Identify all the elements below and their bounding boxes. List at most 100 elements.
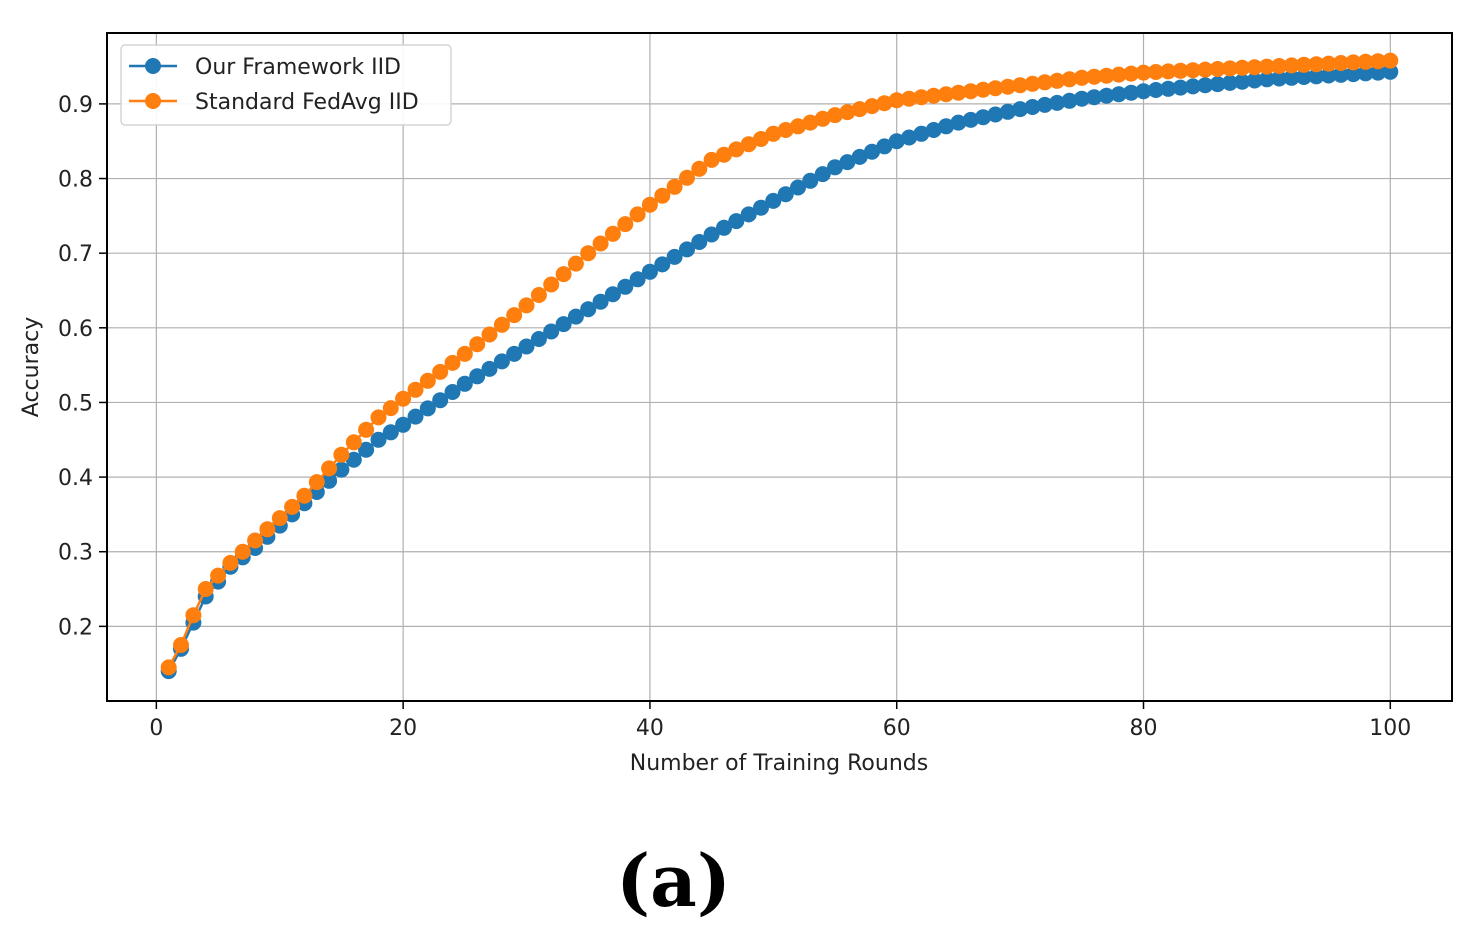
data-point	[728, 213, 745, 230]
plot-background	[107, 33, 1452, 701]
data-point	[432, 363, 449, 380]
data-point	[1320, 67, 1337, 84]
data-point	[1012, 101, 1029, 118]
data-point	[703, 151, 720, 168]
data-point	[1345, 54, 1362, 71]
data-point	[629, 271, 646, 288]
data-point	[1332, 66, 1349, 83]
data-point	[938, 86, 955, 103]
data-point	[1098, 67, 1115, 84]
data-point	[382, 424, 399, 441]
data-point	[321, 472, 338, 489]
legend-box	[120, 44, 452, 126]
data-point	[851, 148, 868, 165]
data-point	[999, 78, 1016, 95]
data-point	[1110, 66, 1127, 83]
data-point	[567, 255, 584, 272]
data-point	[641, 263, 658, 280]
y-tick-label: 0.9	[58, 93, 93, 118]
panel-label: (a)	[616, 838, 731, 923]
data-point	[1073, 69, 1090, 86]
data-point	[728, 141, 745, 158]
data-point	[1370, 64, 1386, 81]
data-point	[456, 345, 473, 362]
data-point	[1024, 99, 1041, 115]
data-point	[839, 104, 856, 121]
data-point	[629, 206, 646, 223]
data-point	[259, 521, 276, 538]
data-point	[1110, 86, 1127, 103]
data-point	[962, 111, 979, 128]
y-tick-label: 0.2	[58, 615, 93, 640]
data-point	[1271, 70, 1288, 87]
data-point	[197, 581, 214, 597]
data-point	[999, 103, 1016, 120]
y-tick-label: 0.8	[58, 168, 93, 193]
plot-frame	[106, 32, 1453, 702]
accuracy-line-chart: 0 20 40 60 80 100 0.2 0.3 0.4 0.5 0.6 0.7 0.8 0.9 Num…	[19, 32, 1453, 776]
data-point	[222, 554, 239, 571]
data-point	[555, 266, 572, 283]
data-point	[444, 354, 461, 371]
series-1	[160, 63, 1399, 680]
data-point	[1357, 65, 1374, 82]
axis-ticks: 0 20 40 60 80 100 0.2 0.3 0.4 0.5 0.6 0.7 0.8 0.9	[58, 93, 1411, 741]
data-point	[345, 451, 362, 468]
data-point	[765, 125, 782, 142]
data-point	[370, 431, 387, 448]
x-tick-label: 80	[1130, 716, 1158, 741]
data-point	[173, 637, 189, 653]
y-tick-label: 0.5	[58, 391, 93, 416]
data-point	[358, 421, 375, 438]
data-point	[654, 256, 671, 273]
x-axis-label: Number of Training Rounds	[630, 751, 928, 776]
data-point	[1332, 55, 1349, 71]
data-point	[580, 245, 597, 262]
data-point	[308, 474, 325, 491]
data-point	[716, 219, 732, 236]
data-point	[827, 107, 843, 124]
data-point	[1135, 83, 1152, 100]
data-point	[1234, 73, 1251, 90]
data-point	[876, 138, 893, 155]
data-point	[1308, 56, 1325, 73]
y-tick-label: 0.3	[58, 541, 93, 566]
data-point	[1061, 71, 1078, 88]
data-point	[247, 532, 264, 549]
data-point	[1147, 64, 1164, 80]
x-tick-label: 100	[1369, 716, 1411, 741]
data-point	[888, 92, 905, 109]
data-point	[888, 133, 905, 150]
data-point	[1258, 58, 1275, 75]
data-point	[1246, 59, 1263, 76]
data-point	[518, 338, 535, 355]
data-point	[530, 331, 547, 347]
legend-label: Standard FedAvg IID	[195, 90, 419, 115]
data-point	[321, 460, 338, 477]
data-point	[567, 308, 584, 325]
data-point	[1172, 62, 1189, 79]
data-point	[777, 122, 794, 138]
x-tick-label: 40	[636, 716, 664, 741]
series-layer	[160, 52, 1399, 680]
data-point	[469, 368, 486, 385]
data-point	[1184, 78, 1201, 95]
data-point	[1147, 82, 1164, 98]
y-tick-label: 0.4	[58, 466, 93, 491]
data-point	[358, 441, 375, 458]
data-point	[617, 278, 634, 295]
data-point	[876, 95, 893, 112]
data-point	[1160, 80, 1177, 97]
data-point	[1382, 63, 1399, 80]
data-point	[925, 87, 942, 104]
data-point	[987, 106, 1004, 123]
data-point	[1295, 56, 1312, 73]
data-point	[901, 129, 918, 146]
data-point	[802, 114, 819, 131]
data-point	[160, 659, 177, 676]
data-point	[481, 326, 498, 343]
data-point	[1320, 55, 1337, 72]
data-point	[1283, 57, 1300, 74]
data-point	[1221, 74, 1238, 91]
data-point	[333, 446, 350, 463]
